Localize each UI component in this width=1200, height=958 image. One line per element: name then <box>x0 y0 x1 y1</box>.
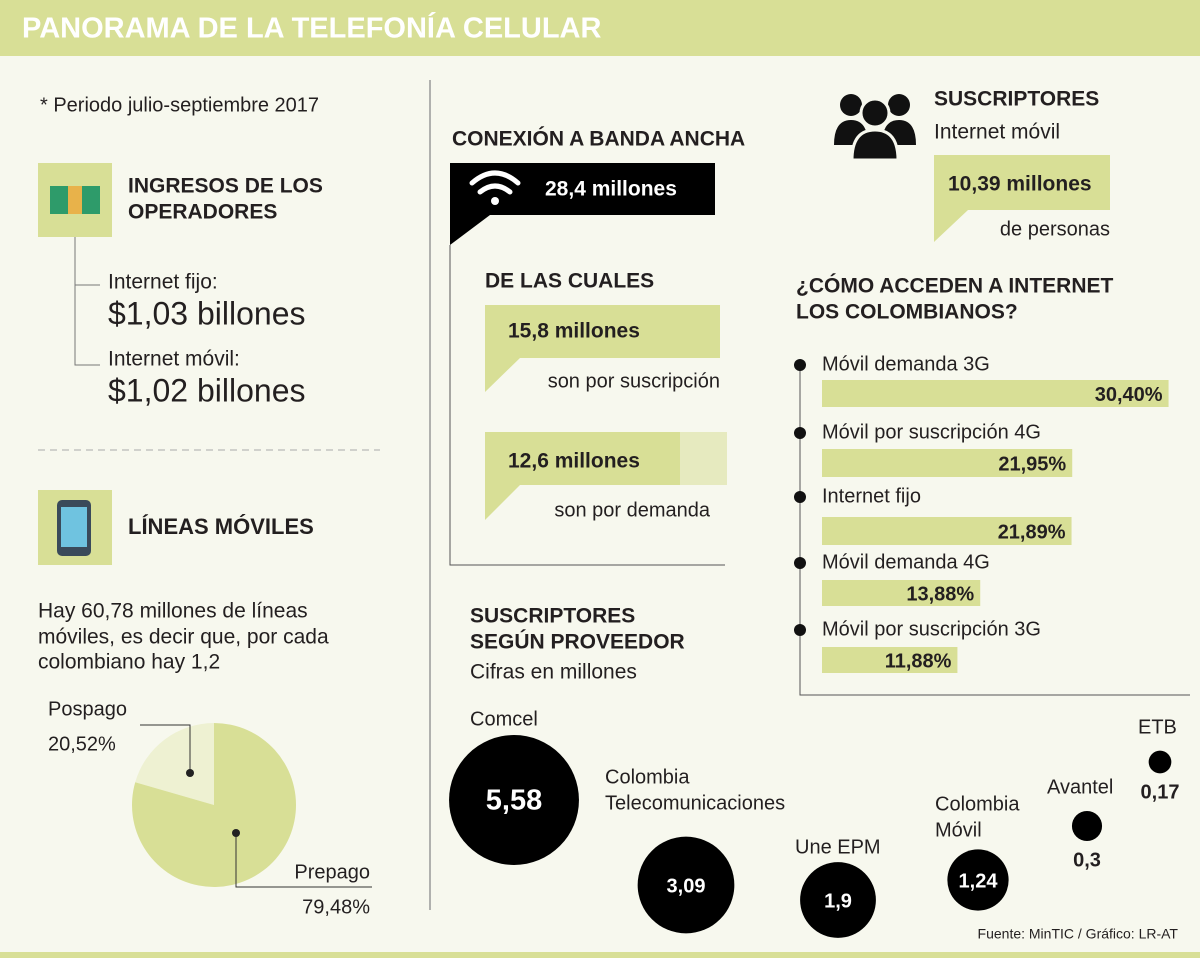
bubble-label: Colombia <box>935 793 1020 815</box>
bar-value-label: 21,95% <box>998 453 1066 475</box>
bubble-label: Comcel <box>470 708 538 730</box>
people-icon <box>834 94 916 162</box>
bullet <box>794 624 806 636</box>
access-title: ¿CÓMO ACCEDEN A INTERNET <box>796 274 1114 298</box>
pie-slice <box>132 723 296 887</box>
lines-text: móviles, es decir que, por cada <box>38 626 329 649</box>
bar-label: Móvil por suscripción 3G <box>822 618 1041 640</box>
bar <box>822 580 981 606</box>
revenue-label: Internet móvil: <box>108 348 240 371</box>
bubble-label: Colombia <box>605 766 690 788</box>
bar-chart: Móvil demanda 3G 30,40% Móvil por suscripc… <box>794 353 1169 673</box>
bar <box>822 380 1169 407</box>
broadband-label: son por demanda <box>554 499 711 521</box>
broadband-value: 12,6 millones <box>508 450 640 473</box>
broadband-value: 15,8 millones <box>508 320 640 343</box>
subscribers-note: de personas <box>1000 218 1110 240</box>
title: PANORAMA DE LA TELEFONÍA CELULAR <box>22 11 601 45</box>
bullet <box>794 491 806 503</box>
revenue-value: $1,03 billones <box>108 295 305 331</box>
bubble-label: Une EPM <box>795 836 881 858</box>
broadband-frame <box>449 245 725 566</box>
footer-bar <box>0 952 1200 958</box>
pie-label: Pospago <box>48 698 127 720</box>
bar-label: Móvil demanda 3G <box>822 353 990 375</box>
pie-value-label: 20,52% <box>48 733 116 755</box>
broadband-label: son por suscripción <box>548 370 720 392</box>
bubble <box>449 735 579 865</box>
bar-value-label: 13,88% <box>906 583 974 605</box>
bar <box>822 449 1073 477</box>
tree-lines <box>74 237 100 366</box>
broadband-subtitle: DE LAS CUALES <box>485 270 654 293</box>
pie-slice <box>135 723 214 805</box>
providers-title: SEGÚN PROVEEDOR <box>470 630 685 654</box>
pie-value-label: 79,48% <box>302 896 370 918</box>
bubble-value-label: 3,09 <box>667 875 706 897</box>
bubble-value-label: 0,17 <box>1141 782 1180 804</box>
lines-title: LÍNEAS MÓVILES <box>128 514 314 539</box>
bar <box>822 647 958 673</box>
bubble-value-label: 0,3 <box>1073 849 1101 871</box>
revenue-value: $1,02 billones <box>108 372 305 408</box>
pie-label: Prepago <box>294 861 370 883</box>
providers-subtitle: Cifras en millones <box>470 661 637 684</box>
leader-lines <box>140 724 372 888</box>
lines-text: Hay 60,78 millones de líneas <box>38 600 308 623</box>
header-bar <box>0 0 1200 56</box>
wifi-dot <box>491 197 499 205</box>
source: Fuente: MinTIC / Gráfico: LR-AT <box>978 926 1179 942</box>
revenue-title: INGRESOS DE LOS <box>128 175 323 198</box>
wifi-icon <box>469 170 521 195</box>
bubble-label: Telecomunicaciones <box>605 792 785 814</box>
callout <box>485 305 720 392</box>
bar-label: Móvil por suscripción 4G <box>822 421 1041 443</box>
lines-text: colombiano hay 1,2 <box>38 651 220 674</box>
bubble-chart: Comcel 5,58 Colombia Telecomunicaciones 3,09… <box>449 708 1179 938</box>
bubble-label: Avantel <box>1047 776 1113 798</box>
bar <box>822 517 1072 545</box>
providers-title: SUSCRIPTORES <box>470 605 635 628</box>
bubble <box>947 849 1009 911</box>
bar-label: Móvil demanda 4G <box>822 551 990 573</box>
access-frame <box>799 365 1190 696</box>
bullet <box>794 557 806 569</box>
bullet <box>794 359 806 371</box>
leader-dot <box>186 769 194 777</box>
bubble-label: ETB <box>1138 716 1177 738</box>
leader-dot <box>232 829 240 837</box>
bar-value-label: 30,40% <box>1095 384 1163 406</box>
bubble-label: Móvil <box>935 819 982 841</box>
bar-label: Internet fijo <box>822 485 921 507</box>
bubble <box>1148 750 1172 774</box>
callout <box>485 432 680 520</box>
bar-value-label: 21,89% <box>998 521 1066 543</box>
bubble <box>800 862 876 938</box>
subscribers-subtitle: Internet móvil <box>934 121 1060 144</box>
pie-chart <box>132 723 296 887</box>
period: * Periodo julio-septiembre 2017 <box>40 94 319 116</box>
bubble <box>1071 810 1103 842</box>
bar-value-label: 11,88% <box>885 650 952 672</box>
bubble <box>637 836 735 934</box>
bullet <box>794 427 806 439</box>
broadband-total: 28,4 millones <box>545 178 677 201</box>
callout <box>934 155 1110 242</box>
bubble-value-label: 1,24 <box>959 870 999 892</box>
subscribers-value: 10,39 millones <box>948 173 1092 196</box>
revenue-title: OPERADORES <box>128 201 277 224</box>
revenue-label: Internet fijo: <box>108 271 218 294</box>
broadband-title: CONEXIÓN A BANDA ANCHA <box>452 127 745 151</box>
bill-band <box>68 186 82 214</box>
phone-screen <box>61 507 87 547</box>
callout-extension <box>680 432 727 485</box>
subscribers-title: SUSCRIPTORES <box>934 88 1099 111</box>
bubble-value-label: 1,9 <box>824 890 852 912</box>
access-title: LOS COLOMBIANOS? <box>796 301 1018 324</box>
bubble-value-label: 5,58 <box>486 785 542 817</box>
